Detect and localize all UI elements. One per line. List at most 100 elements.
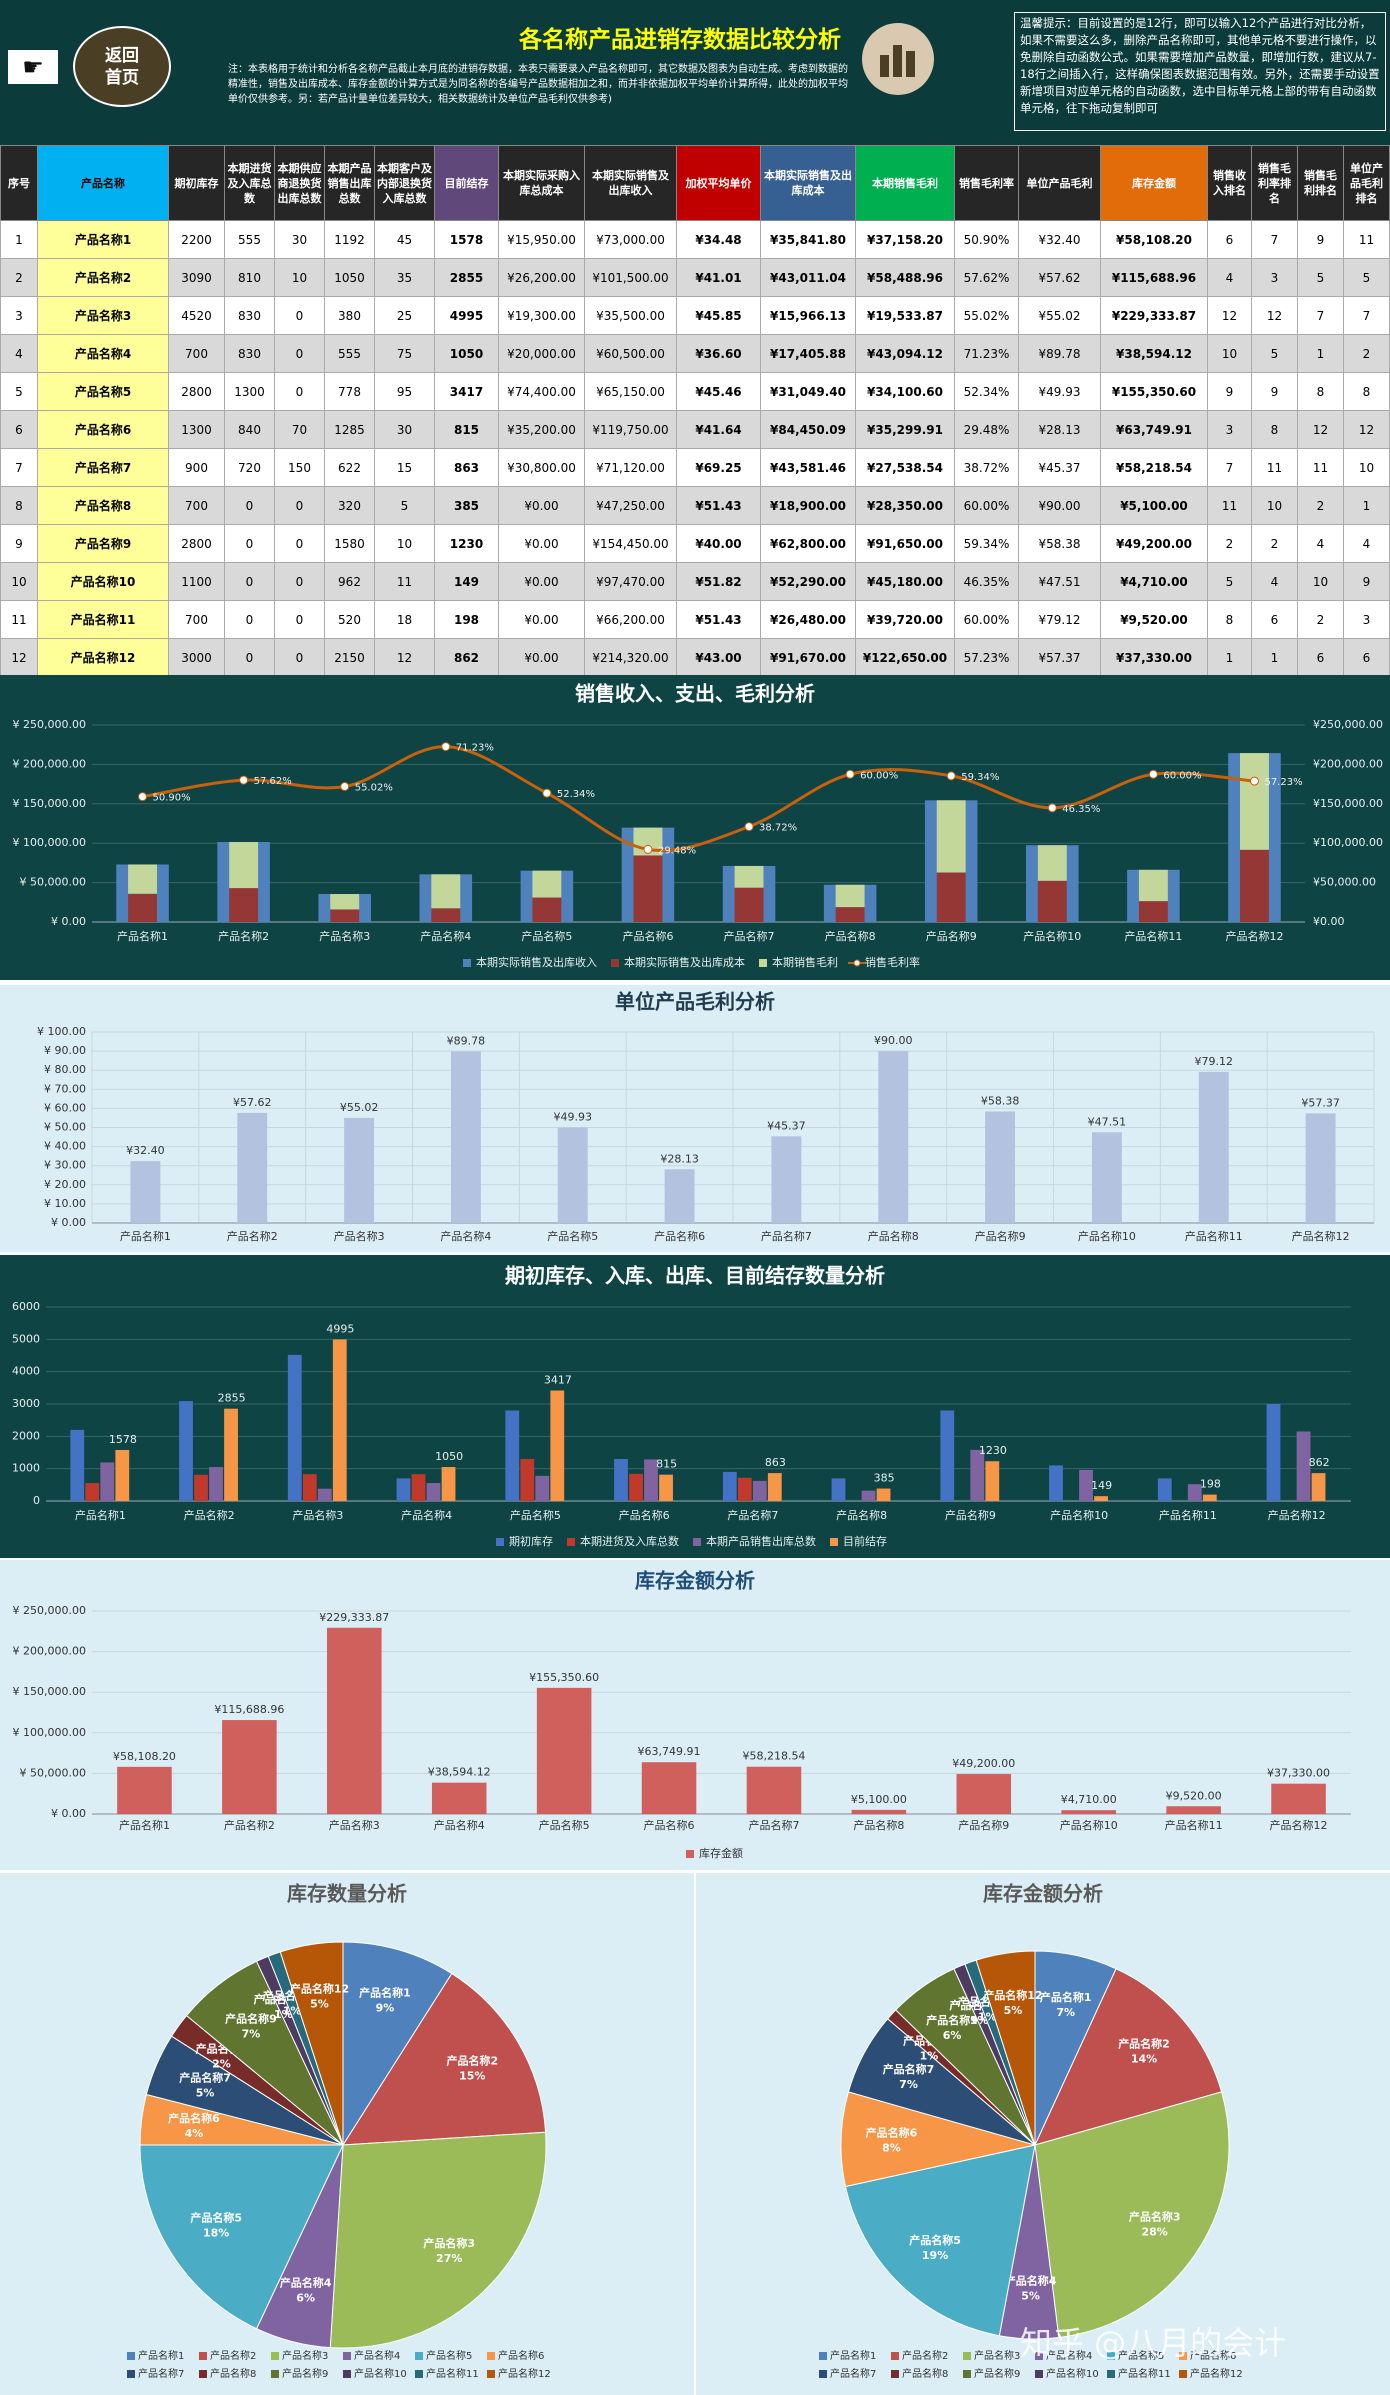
legend-label: 产品名称10 [1046, 2367, 1099, 2380]
legend-swatch [686, 1850, 694, 1858]
y-tick-label: ¥ 90.00 [44, 1044, 86, 1057]
legend: 期初库存 本期进货及入库总数 本期产品销售出库总数 目前结存 [496, 1534, 887, 1548]
table-cell: 产品名称2 [37, 258, 169, 297]
x-tick-label: 产品名称11 [1124, 929, 1182, 943]
legend-label: 产品名称6 [1190, 2349, 1236, 2362]
column-header: 本期实际销售及出库成本 [760, 145, 856, 221]
table-cell: 0 [274, 334, 325, 373]
table-row: 1 产品名称1 2200 555 30 1192 45 1578 ¥15,950.00 ¥73,0… [0, 220, 1390, 259]
bar [224, 1408, 238, 1501]
table-cell: ¥17,405.88 [760, 334, 856, 373]
bar [767, 1473, 782, 1501]
table-cell: ¥60,500.00 [584, 334, 677, 373]
table-cell: ¥0.00 [498, 524, 585, 563]
table-cell: 70 [274, 410, 325, 449]
table-row: 4 产品名称4 700 830 0 555 75 1050 ¥20,000.00 ¥60,500.… [0, 334, 1390, 373]
legend: 库存金额 [686, 1846, 743, 1860]
bar [1079, 1469, 1093, 1501]
bar [1094, 1496, 1108, 1501]
table-cell: ¥91,650.00 [855, 524, 955, 563]
table-cell: ¥65,150.00 [584, 372, 677, 411]
table-cell: ¥52,290.00 [760, 562, 856, 601]
table-cell: 30 [274, 220, 325, 259]
table-cell: ¥30,800.00 [498, 448, 585, 487]
button-text[interactable]: 首页 [105, 67, 139, 88]
pie-slice [139, 2144, 344, 2330]
table-cell: 10 [1207, 334, 1252, 373]
table-row: 5 产品名称5 2800 1300 0 778 95 3417 ¥74,400.00 ¥65,15… [0, 372, 1390, 411]
x-tick-label: 产品名称8 [868, 1229, 919, 1243]
legend-label: 产品名称1 [138, 2349, 184, 2362]
bar [128, 864, 157, 894]
data-label: ¥89.78 [447, 1035, 486, 1048]
table-cell: 6 [1297, 638, 1344, 677]
legend-label: 产品名称1 [830, 2349, 876, 2362]
data-label: ¥58.38 [981, 1094, 1020, 1107]
table-cell: 0 [224, 524, 275, 563]
table-cell: 4995 [434, 296, 499, 335]
x-tick-label: 产品名称3 [329, 1818, 380, 1832]
table-cell: 75 [374, 334, 435, 373]
data-label: ¥28.13 [660, 1152, 699, 1165]
table-cell: ¥66,200.00 [584, 600, 677, 639]
bar [970, 1449, 985, 1501]
table-cell: ¥155,350.60 [1100, 372, 1208, 411]
slice-value: 1% [920, 2049, 939, 2062]
table-cell: 3 [1207, 410, 1252, 449]
table-cell: ¥74,400.00 [498, 372, 585, 411]
button-text[interactable]: 返回 [105, 45, 139, 66]
bar [664, 1169, 695, 1223]
x-tick-label: 产品名称3 [334, 1229, 385, 1243]
slice-value: 6% [296, 2292, 315, 2305]
table-cell: 11 [1343, 220, 1390, 259]
data-label: ¥47.51 [1088, 1115, 1127, 1128]
legend-swatch [819, 2352, 827, 2360]
slice-value: 15% [459, 2070, 485, 2083]
bar [128, 893, 157, 922]
table-cell: ¥35,841.80 [760, 220, 856, 259]
table-cell: ¥63,749.91 [1100, 410, 1208, 449]
line-marker [845, 769, 855, 779]
bar [302, 1474, 317, 1501]
slice-value: 7% [899, 2078, 918, 2091]
chart-title: 库存金额分析 [983, 1882, 1103, 1906]
line-marker [744, 822, 754, 832]
bar [876, 1488, 891, 1501]
table-cell: 1050 [434, 334, 499, 373]
table-cell: 5 [374, 486, 435, 525]
legend-swatch [127, 2370, 135, 2378]
bar [330, 909, 360, 922]
data-label: 57.23% [1264, 777, 1302, 788]
table-cell: 1 [1343, 486, 1390, 525]
table-cell: ¥37,330.00 [1100, 638, 1208, 677]
table-cell: 1230 [434, 524, 499, 563]
column-header: 单位产品毛利排名 [1343, 145, 1390, 221]
table-cell: 840 [224, 410, 275, 449]
y-tick-label: ¥ 100,000.00 [13, 1726, 86, 1739]
table-cell: ¥58,218.54 [1100, 448, 1208, 487]
bar [557, 1127, 588, 1223]
table-cell: ¥36.60 [676, 334, 761, 373]
legend-label: 销售毛利率 [865, 955, 920, 969]
x-tick-label: 产品名称11 [1165, 1818, 1223, 1832]
table-cell: ¥41.01 [676, 258, 761, 297]
bar [956, 1774, 1012, 1814]
table-cell: ¥0.00 [498, 638, 585, 677]
table-cell: ¥34,100.60 [855, 372, 955, 411]
legend-label: 产品名称12 [498, 2367, 551, 2380]
table-row: 8 产品名称8 700 0 0 320 5 385 ¥0.00 ¥47,250.00 ¥51.43 ¥… [0, 486, 1390, 525]
table-cell: ¥122,650.00 [855, 638, 955, 677]
chart-icon [862, 23, 934, 95]
table-cell: 12 [0, 638, 38, 677]
legend-label: 产品名称7 [138, 2367, 184, 2380]
column-header: 本期供应商退换货出库总数 [274, 145, 325, 221]
x-tick-label: 产品名称8 [836, 1508, 887, 1522]
pie-slice [1034, 2091, 1230, 2339]
table-cell: 产品名称1 [37, 220, 169, 259]
bar [1198, 1071, 1229, 1223]
chart-title: 销售收入、支出、毛利分析 [575, 682, 815, 706]
x-tick-label: 产品名称5 [510, 1508, 561, 1522]
home-button[interactable]: 返回 首页 [73, 26, 171, 107]
line-marker [1249, 776, 1259, 786]
table-cell: 55.02% [954, 296, 1019, 335]
